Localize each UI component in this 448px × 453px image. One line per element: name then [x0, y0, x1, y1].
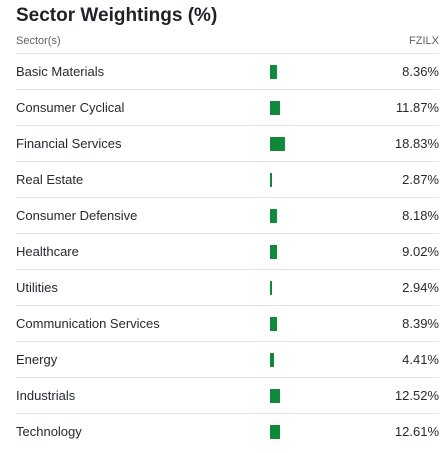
bar-cell: [270, 270, 370, 305]
sector-label: Utilities: [16, 280, 58, 295]
sector-row: Utilities 2.94%: [16, 270, 439, 306]
sector-value: 2.87%: [402, 172, 439, 187]
sector-value: 11.87%: [395, 100, 439, 115]
sector-label: Basic Materials: [16, 64, 105, 79]
sector-label: Technology: [16, 424, 82, 439]
sector-bar: [270, 388, 280, 403]
sector-value: 12.52%: [394, 388, 439, 403]
sector-row: Financial Services 18.83%: [16, 126, 439, 162]
bar-cell: [270, 378, 370, 413]
sector-label: Energy: [16, 352, 58, 367]
sector-value: 9.02%: [402, 244, 439, 259]
sector-value: 8.36%: [402, 64, 439, 79]
sector-bar: [270, 352, 274, 367]
sector-bar: [270, 64, 277, 79]
sector-row: Communication Services 8.39%: [16, 306, 439, 342]
sector-label: Communication Services: [16, 316, 160, 331]
sector-label: Industrials: [16, 388, 76, 403]
sector-label: Consumer Cyclical: [16, 100, 125, 115]
sector-label: Consumer Defensive: [16, 208, 138, 223]
bar-cell: [270, 342, 370, 377]
sector-value: 2.94%: [402, 280, 439, 295]
sector-bar: [270, 208, 277, 223]
bar-cell: [270, 198, 370, 233]
sector-row: Industrials 12.52%: [16, 378, 439, 414]
bar-cell: [270, 306, 370, 341]
sector-row: Healthcare 9.02%: [16, 234, 439, 270]
bar-cell: [270, 414, 370, 449]
sector-bar: [270, 172, 272, 187]
widget-title: Sector Weightings (%): [16, 5, 218, 26]
table-header: Sector(s) FZILX: [16, 29, 439, 54]
sector-row: Real Estate 2.87%: [16, 162, 439, 198]
sector-bar: [270, 244, 277, 259]
sector-list: Basic Materials 8.36% Consumer Cyclical …: [16, 54, 439, 449]
sector-value: 8.39%: [402, 316, 439, 331]
sector-label: Real Estate: [16, 172, 84, 187]
sector-bar: [270, 316, 277, 331]
sector-bar: [270, 280, 272, 295]
bar-cell: [270, 126, 370, 161]
sector-row: Technology 12.61%: [16, 414, 439, 449]
sector-value: 8.18%: [402, 208, 439, 223]
sector-row: Basic Materials 8.36%: [16, 54, 439, 90]
sector-value: 4.41%: [402, 352, 439, 367]
column-header-fund: FZILX: [409, 35, 439, 47]
sector-row: Consumer Cyclical 11.87%: [16, 90, 439, 126]
bar-cell: [270, 90, 370, 125]
sector-value: 12.61%: [394, 424, 439, 439]
bar-cell: [270, 162, 370, 197]
sector-row: Energy 4.41%: [16, 342, 439, 378]
sector-bar: [270, 100, 280, 115]
sector-label: Financial Services: [16, 136, 122, 151]
bar-cell: [270, 54, 370, 89]
sector-label: Healthcare: [16, 244, 79, 259]
sector-bar: [270, 136, 285, 151]
sector-bar: [270, 424, 280, 439]
column-header-sector: Sector(s): [16, 35, 61, 47]
bar-cell: [270, 234, 370, 269]
sector-value: 18.83%: [394, 136, 439, 151]
sector-row: Consumer Defensive 8.18%: [16, 198, 439, 234]
